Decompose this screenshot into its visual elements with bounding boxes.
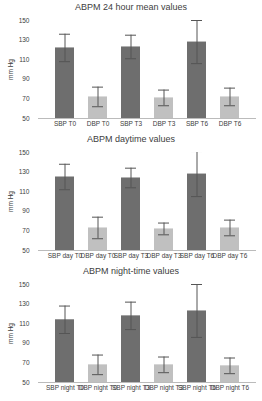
svg-text:SBP T0: SBP T0 — [54, 120, 77, 127]
svg-text:50: 50 — [22, 115, 30, 122]
svg-text:DBP night T0: DBP night T0 — [78, 384, 118, 392]
svg-text:mm Hg: mm Hg — [7, 191, 15, 212]
svg-text:DBP T6: DBP T6 — [219, 120, 242, 127]
svg-text:mm Hg: mm Hg — [7, 59, 15, 80]
svg-text:SBP night T0: SBP night T0 — [46, 384, 84, 392]
svg-text:DBP night T6: DBP night T6 — [211, 384, 250, 392]
svg-text:90: 90 — [22, 75, 30, 82]
svg-text:DBP T0: DBP T0 — [87, 120, 110, 127]
svg-text:150: 150 — [19, 149, 30, 156]
html-text:ABPM 24 hour mean values: ABPM 24 hour mean values — [75, 2, 187, 12]
svg-text:SBP night T6: SBP night T6 — [178, 384, 216, 392]
svg-text:50: 50 — [22, 379, 30, 386]
svg-text:50: 50 — [22, 247, 30, 254]
svg-text:SBP day T6: SBP day T6 — [180, 252, 215, 260]
svg-text:SBP day T3: SBP day T3 — [114, 252, 149, 260]
svg-text:DBP day T6: DBP day T6 — [213, 252, 248, 260]
svg-text:SBP T6: SBP T6 — [186, 120, 209, 127]
svg-text:130: 130 — [19, 36, 30, 43]
svg-text:DBP T3: DBP T3 — [153, 120, 176, 127]
svg-text:SBP night T3: SBP night T3 — [112, 384, 150, 392]
svg-text:150: 150 — [19, 281, 30, 288]
svg-text:DBP day T0: DBP day T0 — [81, 252, 116, 260]
svg-text:130: 130 — [19, 168, 30, 175]
svg-text:DBP day T3: DBP day T3 — [147, 252, 182, 260]
svg-text:110: 110 — [19, 320, 30, 327]
svg-text:mm Hg: mm Hg — [7, 323, 15, 344]
svg-text:130: 130 — [19, 300, 30, 307]
svg-text:DBP night T3: DBP night T3 — [144, 384, 184, 392]
svg-text:150: 150 — [19, 17, 30, 24]
svg-text:110: 110 — [19, 56, 30, 63]
svg-text:70: 70 — [22, 359, 30, 366]
svg-text:90: 90 — [22, 207, 30, 214]
svg-text:SBP day T0: SBP day T0 — [48, 252, 83, 260]
svg-text:70: 70 — [22, 227, 30, 234]
svg-text:SBP T3: SBP T3 — [120, 120, 143, 127]
html-text:ABPM night-time values: ABPM night-time values — [83, 266, 179, 276]
svg-text:70: 70 — [22, 95, 30, 102]
svg-text:90: 90 — [22, 339, 30, 346]
html-text:ABPM daytime values: ABPM daytime values — [87, 134, 175, 144]
svg-text:110: 110 — [19, 188, 30, 195]
